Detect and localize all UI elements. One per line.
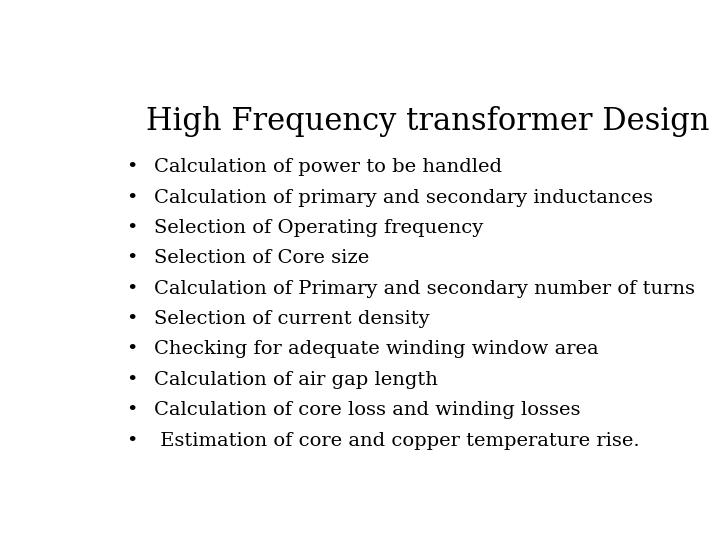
Text: Selection of current density: Selection of current density	[154, 310, 430, 328]
Text: •: •	[126, 280, 138, 298]
Text: •: •	[126, 158, 138, 177]
Text: Calculation of primary and secondary inductances: Calculation of primary and secondary ind…	[154, 188, 653, 207]
Text: Estimation of core and copper temperature rise.: Estimation of core and copper temperatur…	[154, 431, 640, 449]
Text: High Frequency transformer Design steps: High Frequency transformer Design steps	[145, 106, 720, 137]
Text: Calculation of core loss and winding losses: Calculation of core loss and winding los…	[154, 401, 580, 419]
Text: Selection of Core size: Selection of Core size	[154, 249, 369, 267]
Text: •: •	[126, 341, 138, 359]
Text: •: •	[126, 401, 138, 419]
Text: Selection of Operating frequency: Selection of Operating frequency	[154, 219, 483, 237]
Text: Calculation of Primary and secondary number of turns: Calculation of Primary and secondary num…	[154, 280, 696, 298]
Text: •: •	[126, 310, 138, 328]
Text: •: •	[126, 249, 138, 267]
Text: •: •	[126, 431, 138, 449]
Text: Checking for adequate winding window area: Checking for adequate winding window are…	[154, 341, 599, 359]
Text: •: •	[126, 188, 138, 207]
Text: Calculation of power to be handled: Calculation of power to be handled	[154, 158, 502, 177]
Text: Calculation of air gap length: Calculation of air gap length	[154, 371, 438, 389]
Text: •: •	[126, 371, 138, 389]
Text: •: •	[126, 219, 138, 237]
